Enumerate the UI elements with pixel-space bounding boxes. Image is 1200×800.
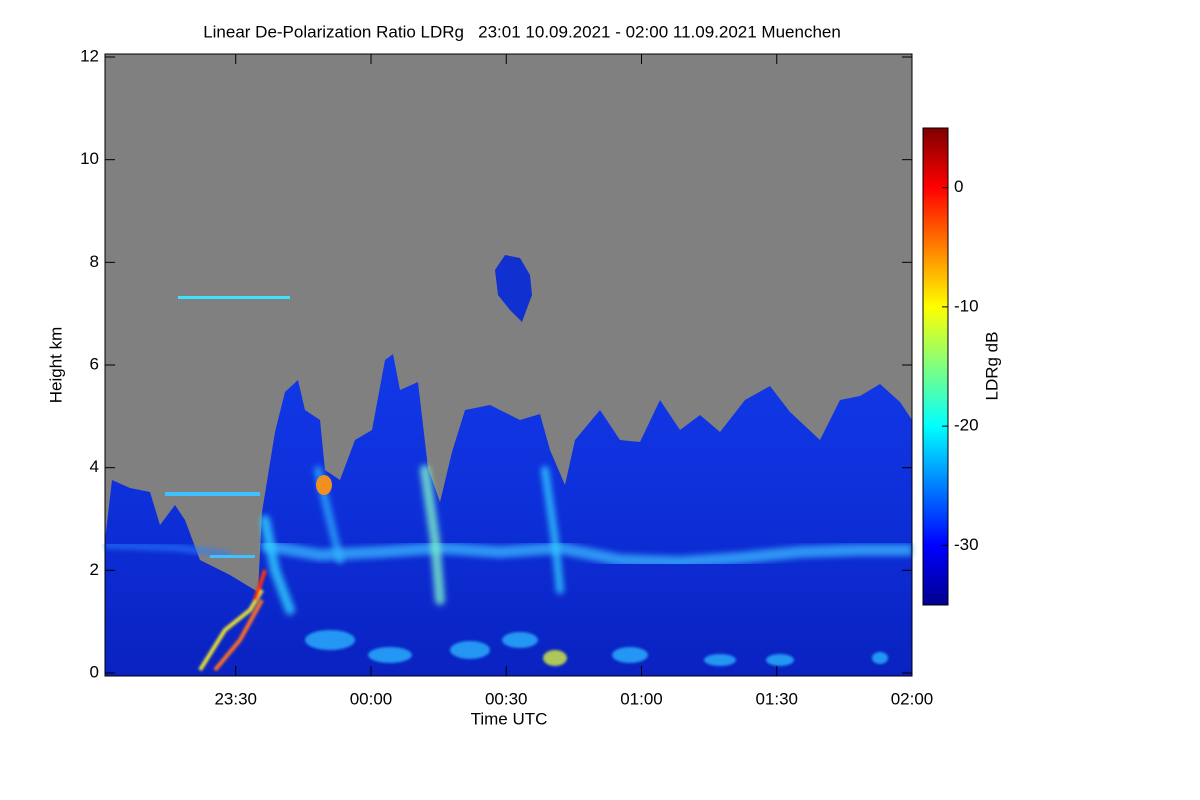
cyan-layer bbox=[260, 539, 912, 569]
cyan-layer-left bbox=[104, 542, 231, 558]
y-tick-label: 4 bbox=[90, 457, 99, 476]
elevated-streak bbox=[178, 296, 290, 299]
y-tick-label: 0 bbox=[90, 662, 99, 681]
colorbar-tick-label: -30 bbox=[954, 535, 979, 554]
low-features bbox=[305, 630, 888, 666]
y-tick-label: 2 bbox=[90, 560, 99, 579]
x-tick-label: 01:00 bbox=[620, 689, 663, 708]
side-streak bbox=[165, 492, 260, 496]
high-blob bbox=[495, 255, 532, 322]
x-axis-label: Time UTC bbox=[471, 709, 548, 728]
x-tick-label: 01:30 bbox=[755, 689, 798, 708]
colorbar-label: LDRg dB bbox=[982, 332, 1001, 401]
warm-patch bbox=[316, 475, 332, 495]
y-tick-label: 6 bbox=[90, 354, 99, 373]
colorbar-tick-label: -10 bbox=[954, 296, 979, 315]
side-streak bbox=[210, 555, 255, 558]
x-tick-label: 02:00 bbox=[891, 689, 934, 708]
y-tick-label: 10 bbox=[80, 149, 99, 168]
plot-area bbox=[104, 53, 913, 677]
cloud-region bbox=[105, 354, 912, 676]
near-ground-warm bbox=[198, 569, 267, 672]
x-tick-label: 00:00 bbox=[350, 689, 393, 708]
y-axis-label: Height km bbox=[46, 327, 65, 404]
colorbar bbox=[922, 127, 949, 606]
chart-title: Linear De-Polarization Ratio LDRg 23:01 … bbox=[203, 22, 841, 41]
y-tick-label: 12 bbox=[80, 46, 99, 65]
y-tick-label: 8 bbox=[90, 252, 99, 271]
colorbar-tick-label: -20 bbox=[954, 416, 979, 435]
colorbar-tick-label: 0 bbox=[954, 177, 963, 196]
x-tick-label: 23:30 bbox=[214, 689, 257, 708]
x-tick-label: 00:30 bbox=[485, 689, 528, 708]
